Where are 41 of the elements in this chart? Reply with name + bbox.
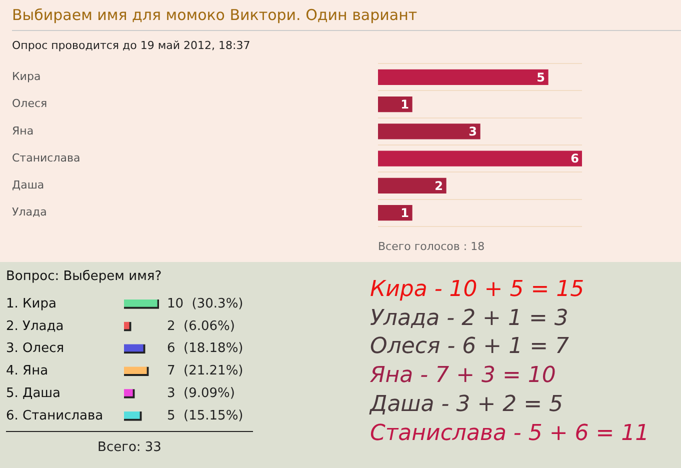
- y-tick-label: Улада: [12, 206, 47, 219]
- y-tick-label: Яна: [12, 124, 34, 138]
- y-tick-label: 5. Даша: [6, 386, 61, 401]
- data-label: 2: [434, 178, 443, 193]
- bar: [378, 69, 548, 85]
- bar: [378, 150, 582, 166]
- bar: [378, 205, 412, 221]
- y-tick-label: Станислава: [12, 151, 80, 164]
- text: Кира - 10 + 5 = 15: [370, 277, 584, 302]
- y-tick-label: Даша: [12, 178, 44, 192]
- data-label: 5 (15.15%): [167, 408, 244, 424]
- data-label: 2 (6.06%): [167, 318, 235, 334]
- y-tick-label: 1. Кира: [6, 296, 56, 312]
- data-label: 6: [570, 152, 579, 166]
- text: Олеся - 6 + 1 = 7: [370, 334, 569, 360]
- text: Яна - 7 + 3 = 10: [370, 363, 556, 388]
- text: Опрос проводится до 19 май 2012, 18:37: [12, 39, 250, 52]
- bar: [378, 124, 480, 140]
- data-label: 10 (30.3%): [167, 296, 244, 312]
- data-label: 5: [536, 70, 545, 84]
- text: Даша - 3 + 2 = 5: [370, 392, 564, 417]
- data-label: 7 (21.21%): [167, 364, 244, 379]
- bar: [378, 178, 446, 194]
- data-label: 3 (9.09%): [167, 386, 235, 401]
- y-tick-label: Кира: [12, 70, 41, 84]
- y-tick-label: 2. Улада: [6, 318, 64, 334]
- text: Выбираем имя для момоко Виктори. Один вариант: [12, 6, 681, 31]
- text: Всего голосов : 18: [378, 240, 485, 253]
- data-label: 1: [400, 97, 409, 112]
- text: Улада - 2 + 1 = 3: [370, 306, 568, 331]
- data-label: 3: [468, 124, 477, 139]
- bar: [378, 96, 412, 112]
- y-tick-label: 3. Олеся: [6, 341, 64, 356]
- data-label: 1: [400, 206, 409, 220]
- text: Всего: 33: [96, 440, 162, 455]
- chart-title: Вопрос: Выберем имя?: [6, 269, 162, 284]
- data-label: 6 (18.18%): [167, 341, 244, 356]
- text: Станислава - 5 + 6 = 11: [370, 420, 650, 446]
- y-tick-label: Олеся: [12, 97, 48, 110]
- y-tick-label: 6. Станислава: [6, 408, 104, 424]
- y-tick-label: 4. Яна: [6, 364, 48, 379]
